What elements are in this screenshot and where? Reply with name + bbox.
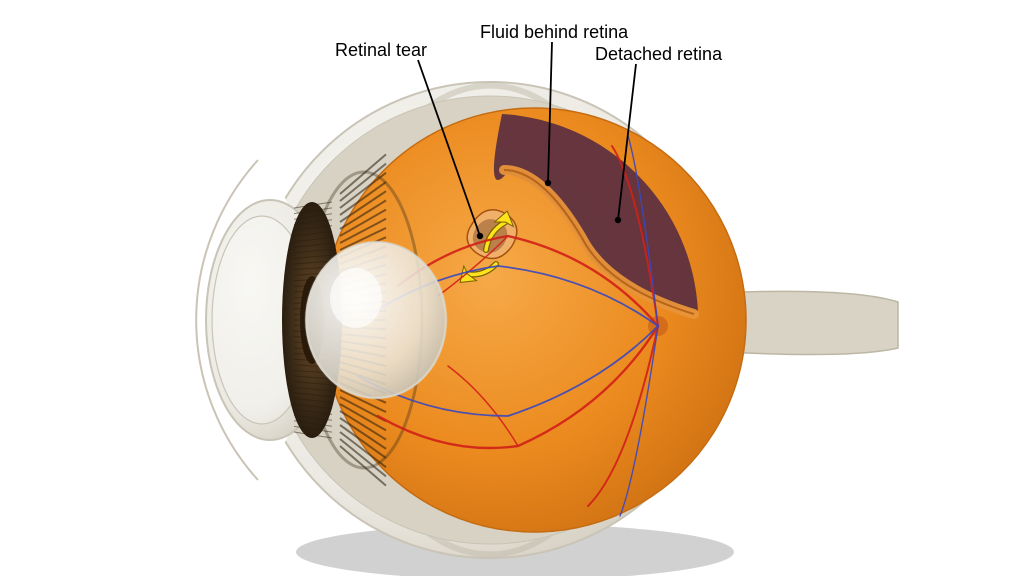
label-detached-retina: Detached retina bbox=[595, 44, 722, 65]
diagram-stage: Retinal tear Fluid behind retina Detache… bbox=[0, 0, 1024, 576]
label-retinal-tear: Retinal tear bbox=[335, 40, 427, 61]
label-fluid-behind-retina: Fluid behind retina bbox=[480, 22, 628, 43]
eye-diagram-svg bbox=[0, 0, 1024, 576]
